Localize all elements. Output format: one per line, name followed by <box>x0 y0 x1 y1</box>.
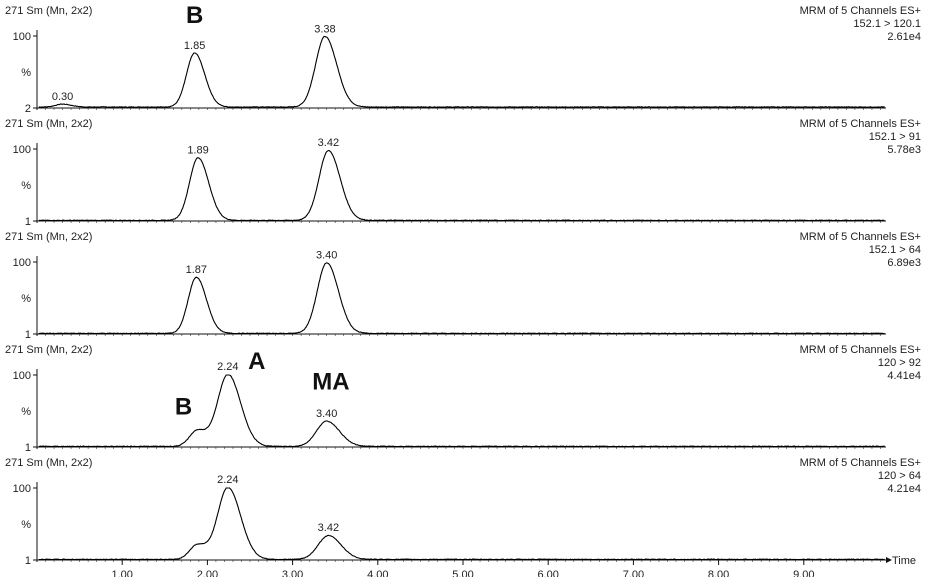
peak-label: 2.24 <box>217 474 238 486</box>
chromatogram-panel: 271 Sm (Mn, 2x2) MRM of 5 Channels ES+152… <box>5 231 921 341</box>
peak-label: 3.40 <box>316 408 337 420</box>
y-axis-percent-label: % <box>21 406 31 418</box>
chromatogram-trace <box>38 149 885 222</box>
panel-method: MRM of 5 Channels ES+ <box>800 457 921 469</box>
panel-header: 271 Sm (Mn, 2x2) <box>5 231 92 243</box>
chromatogram-trace <box>38 262 885 335</box>
peak-label: 1.87 <box>186 264 207 276</box>
compound-annotation: B <box>186 2 203 29</box>
chromatogram-trace <box>38 374 885 448</box>
peak-label: 2.24 <box>217 361 238 373</box>
peak-label: 3.42 <box>318 522 339 534</box>
y-tick-label-100: 100 <box>13 31 31 43</box>
chromatogram-panel: 271 Sm (Mn, 2x2) MRM of 5 Channels ES+152… <box>5 2 921 115</box>
x-tick-label: 7.00 <box>623 569 644 577</box>
peak-label: 3.38 <box>314 23 335 35</box>
panel-intensity: 4.21e4 <box>887 483 921 495</box>
x-axis: 1.00 2.00 3.00 4.00 5.00 6.00 7.00 8.00 9.00 Time <box>111 555 916 581</box>
chromatogram-panel: 271 Sm (Mn, 2x2) MRM of 5 Channels ES+120… <box>5 344 921 454</box>
panel-method: MRM of 5 Channels ES+ <box>800 5 921 17</box>
y-tick-label-bottom: 1 <box>25 555 31 567</box>
panel-header: 271 Sm (Mn, 2x2) <box>5 5 92 17</box>
panel-intensity: 2.61e4 <box>887 31 921 43</box>
x-tick-label: 6.00 <box>537 569 558 577</box>
chromatogram-panel: 271 Sm (Mn, 2x2) MRM of 5 Channels ES+152… <box>5 118 921 228</box>
x-tick-label: 8.00 <box>708 569 729 577</box>
y-tick-label-100: 100 <box>13 144 31 156</box>
panel-transition: 152.1 > 91 <box>869 131 921 143</box>
y-tick-label-100: 100 <box>13 483 31 495</box>
x-axis-label: Time <box>892 555 916 567</box>
peak-label: 3.42 <box>318 137 339 149</box>
compound-annotation: A <box>248 348 265 375</box>
panel-intensity: 5.78e3 <box>887 144 921 156</box>
peak-label: 1.85 <box>184 40 205 52</box>
x-tick-label: 5.00 <box>452 569 473 577</box>
panel-method: MRM of 5 Channels ES+ <box>800 231 921 243</box>
x-tick-label: 4.00 <box>367 569 388 577</box>
y-tick-label-100: 100 <box>13 257 31 269</box>
panel-header: 271 Sm (Mn, 2x2) <box>5 344 92 356</box>
y-axis-percent-label: % <box>21 67 31 79</box>
panel-header: 271 Sm (Mn, 2x2) <box>5 118 92 130</box>
axis-arrow-icon <box>886 557 892 563</box>
panel-method: MRM of 5 Channels ES+ <box>800 344 921 356</box>
x-tick-label: 1.00 <box>111 569 132 577</box>
chromatogram-trace <box>38 487 885 561</box>
y-axis-percent-label: % <box>21 180 31 192</box>
compound-annotation: B <box>175 394 192 421</box>
peak-label: 3.40 <box>316 249 337 261</box>
panel-transition: 120 > 92 <box>878 357 921 369</box>
y-tick-label-bottom: 2 <box>25 103 31 115</box>
peak-label: 0.30 <box>52 91 73 103</box>
panel-transition: 120 > 64 <box>878 470 921 482</box>
x-tick-label: 2.00 <box>197 569 218 577</box>
panel-transition: 152.1 > 64 <box>869 244 921 256</box>
y-tick-label-bottom: 1 <box>25 216 31 228</box>
y-axis-percent-label: % <box>21 293 31 305</box>
x-tick-label: 9.00 <box>793 569 814 577</box>
chromatogram-panel: 271 Sm (Mn, 2x2) MRM of 5 Channels ES+120… <box>5 457 921 567</box>
compound-annotation: MA <box>312 368 349 395</box>
y-tick-label-100: 100 <box>13 370 31 382</box>
panel-header: 271 Sm (Mn, 2x2) <box>5 457 92 469</box>
x-tick-label: 3.00 <box>282 569 303 577</box>
chromatogram-trace <box>38 35 885 108</box>
panel-intensity: 4.41e4 <box>887 370 921 382</box>
y-axis-percent-label: % <box>21 519 31 531</box>
y-tick-label-bottom: 1 <box>25 329 31 341</box>
panel-intensity: 6.89e3 <box>887 257 921 269</box>
panel-method: MRM of 5 Channels ES+ <box>800 118 921 130</box>
panel-transition: 152.1 > 120.1 <box>853 18 921 30</box>
y-tick-label-bottom: 1 <box>25 442 31 454</box>
peak-label: 1.89 <box>187 144 208 156</box>
